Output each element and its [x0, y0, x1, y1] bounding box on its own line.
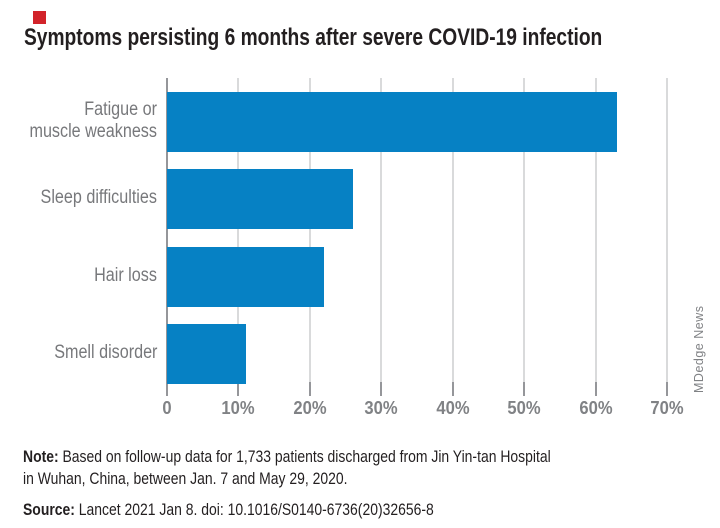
brand-red-square — [33, 11, 46, 24]
bar-smell-disorder — [167, 324, 246, 385]
gridline — [308, 78, 311, 388]
category-label: Smell disorder — [53, 342, 157, 364]
x-axis-tick — [166, 382, 168, 396]
x-axis-tick — [237, 382, 240, 396]
x-axis-tick-label: 10% — [221, 398, 255, 418]
bar-fatigue-or-muscle-weakness — [167, 91, 617, 152]
x-axis-tick — [594, 382, 597, 396]
x-axis-tick — [380, 382, 383, 396]
category-label: Fatigue or muscle weakness — [29, 98, 157, 142]
bar-hair-loss — [167, 246, 325, 307]
gridline — [594, 78, 597, 388]
gridline — [380, 78, 383, 388]
note-text: Based on follow-up data for 1,733 patien… — [58, 447, 551, 466]
x-axis-tick — [523, 382, 526, 396]
x-axis-tick — [308, 382, 311, 396]
category-label: Sleep difficulties — [40, 187, 157, 209]
gridline — [237, 78, 240, 388]
source-label: Source: — [23, 500, 75, 519]
note-text-line1: Note: Based on follow-up data for 1,733 … — [23, 447, 551, 467]
gridline — [666, 78, 668, 388]
x-axis-tick-label: 60% — [578, 398, 613, 418]
note-text-line2: in Wuhan, China, between Jan. 7 and May … — [23, 469, 348, 488]
mdedge-news-credit: MDedge News — [692, 305, 706, 393]
source-text-line: Source: Lancet 2021 Jan 8. doi: 10.1016/… — [23, 500, 434, 520]
x-axis-tick — [666, 382, 668, 396]
x-axis-tick-label: 30% — [364, 398, 398, 418]
source-text: Lancet 2021 Jan 8. doi: 10.1016/S0140-67… — [74, 500, 434, 519]
x-axis-tick-label: 0 — [162, 398, 172, 418]
gridline — [451, 78, 454, 388]
bar-sleep-difficulties — [167, 169, 353, 230]
y-axis-line — [166, 78, 168, 388]
x-axis-tick-label: 50% — [507, 398, 541, 418]
x-axis-tick — [451, 382, 454, 396]
x-axis-tick-label: 40% — [436, 398, 470, 418]
chart-title: Symptoms persisting 6 months after sever… — [24, 24, 603, 51]
note-label: Note: — [23, 447, 59, 466]
x-axis-tick-label: 70% — [650, 398, 684, 418]
x-axis-tick-label: 20% — [293, 398, 327, 418]
gridline — [523, 78, 526, 388]
category-label: Hair loss — [94, 264, 157, 286]
